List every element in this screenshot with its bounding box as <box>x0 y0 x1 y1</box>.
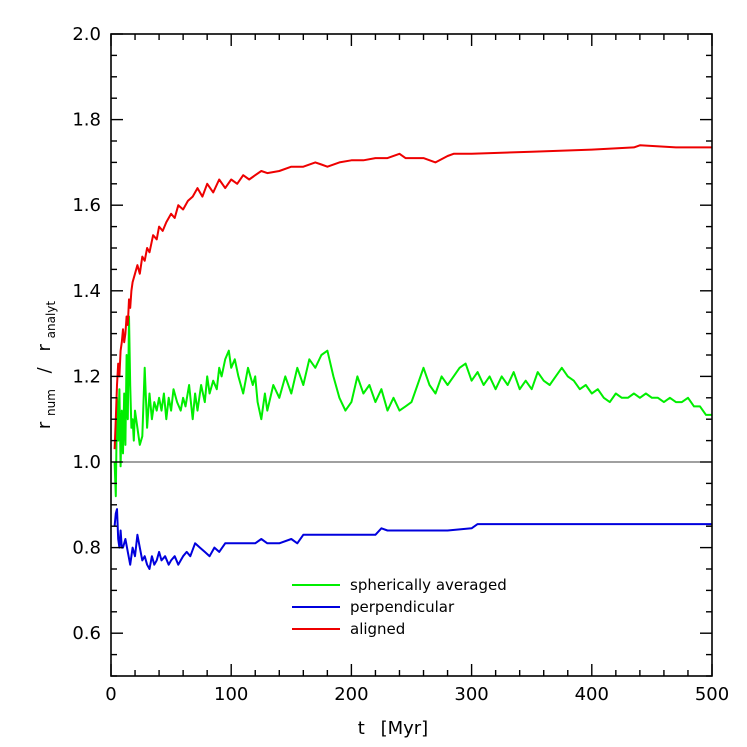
x-tick-label: 100 <box>214 684 248 705</box>
x-tick-label: 0 <box>105 684 116 705</box>
y-tick-label: 0.6 <box>72 623 101 644</box>
x-axis-title-unit: [Myr] <box>381 718 429 739</box>
x-axis-title-main: t <box>358 718 365 739</box>
y-axis-title: r num / r analyt <box>34 301 60 429</box>
y-tick-label: 1.0 <box>72 452 101 473</box>
legend-label-1: perpendicular <box>350 598 455 616</box>
legend: spherically averaged perpendicular aligned <box>292 576 507 638</box>
x-tick-label: 500 <box>695 684 729 705</box>
series-layer <box>113 144 712 570</box>
legend-label-0: spherically averaged <box>350 576 507 594</box>
x-tick-label: 400 <box>575 684 609 705</box>
series-line-1 <box>113 508 712 570</box>
x-tick-labels: 0 100 200 300 400 500 <box>105 684 729 705</box>
x-tick-label: 200 <box>334 684 368 705</box>
y-tick-label: 1.6 <box>72 195 101 216</box>
y-tick-labels: 0.6 0.8 1.0 1.2 1.4 1.6 1.8 2.0 <box>72 24 101 644</box>
x-axis-title: t [Myr] <box>358 718 428 739</box>
plot-frame <box>110 33 713 677</box>
y-tick-label: 1.8 <box>72 110 101 131</box>
legend-label-2: aligned <box>350 620 405 638</box>
series-line-2 <box>113 144 712 450</box>
y-axis-title-slash: / <box>34 366 55 373</box>
y-tick-label: 1.2 <box>72 366 101 387</box>
y-axis-title-num-sub: num <box>44 389 58 416</box>
x-tick-label: 300 <box>454 684 488 705</box>
y-tick-label: 2.0 <box>72 24 101 45</box>
y-axis-title-num: r <box>34 421 55 429</box>
y-tick-label: 0.8 <box>72 538 101 559</box>
y-axis-title-den-sub: analyt <box>44 301 58 339</box>
y-axis-title-den: r <box>34 344 55 352</box>
series-line-0 <box>113 315 712 498</box>
y-tick-label: 1.4 <box>72 281 101 302</box>
